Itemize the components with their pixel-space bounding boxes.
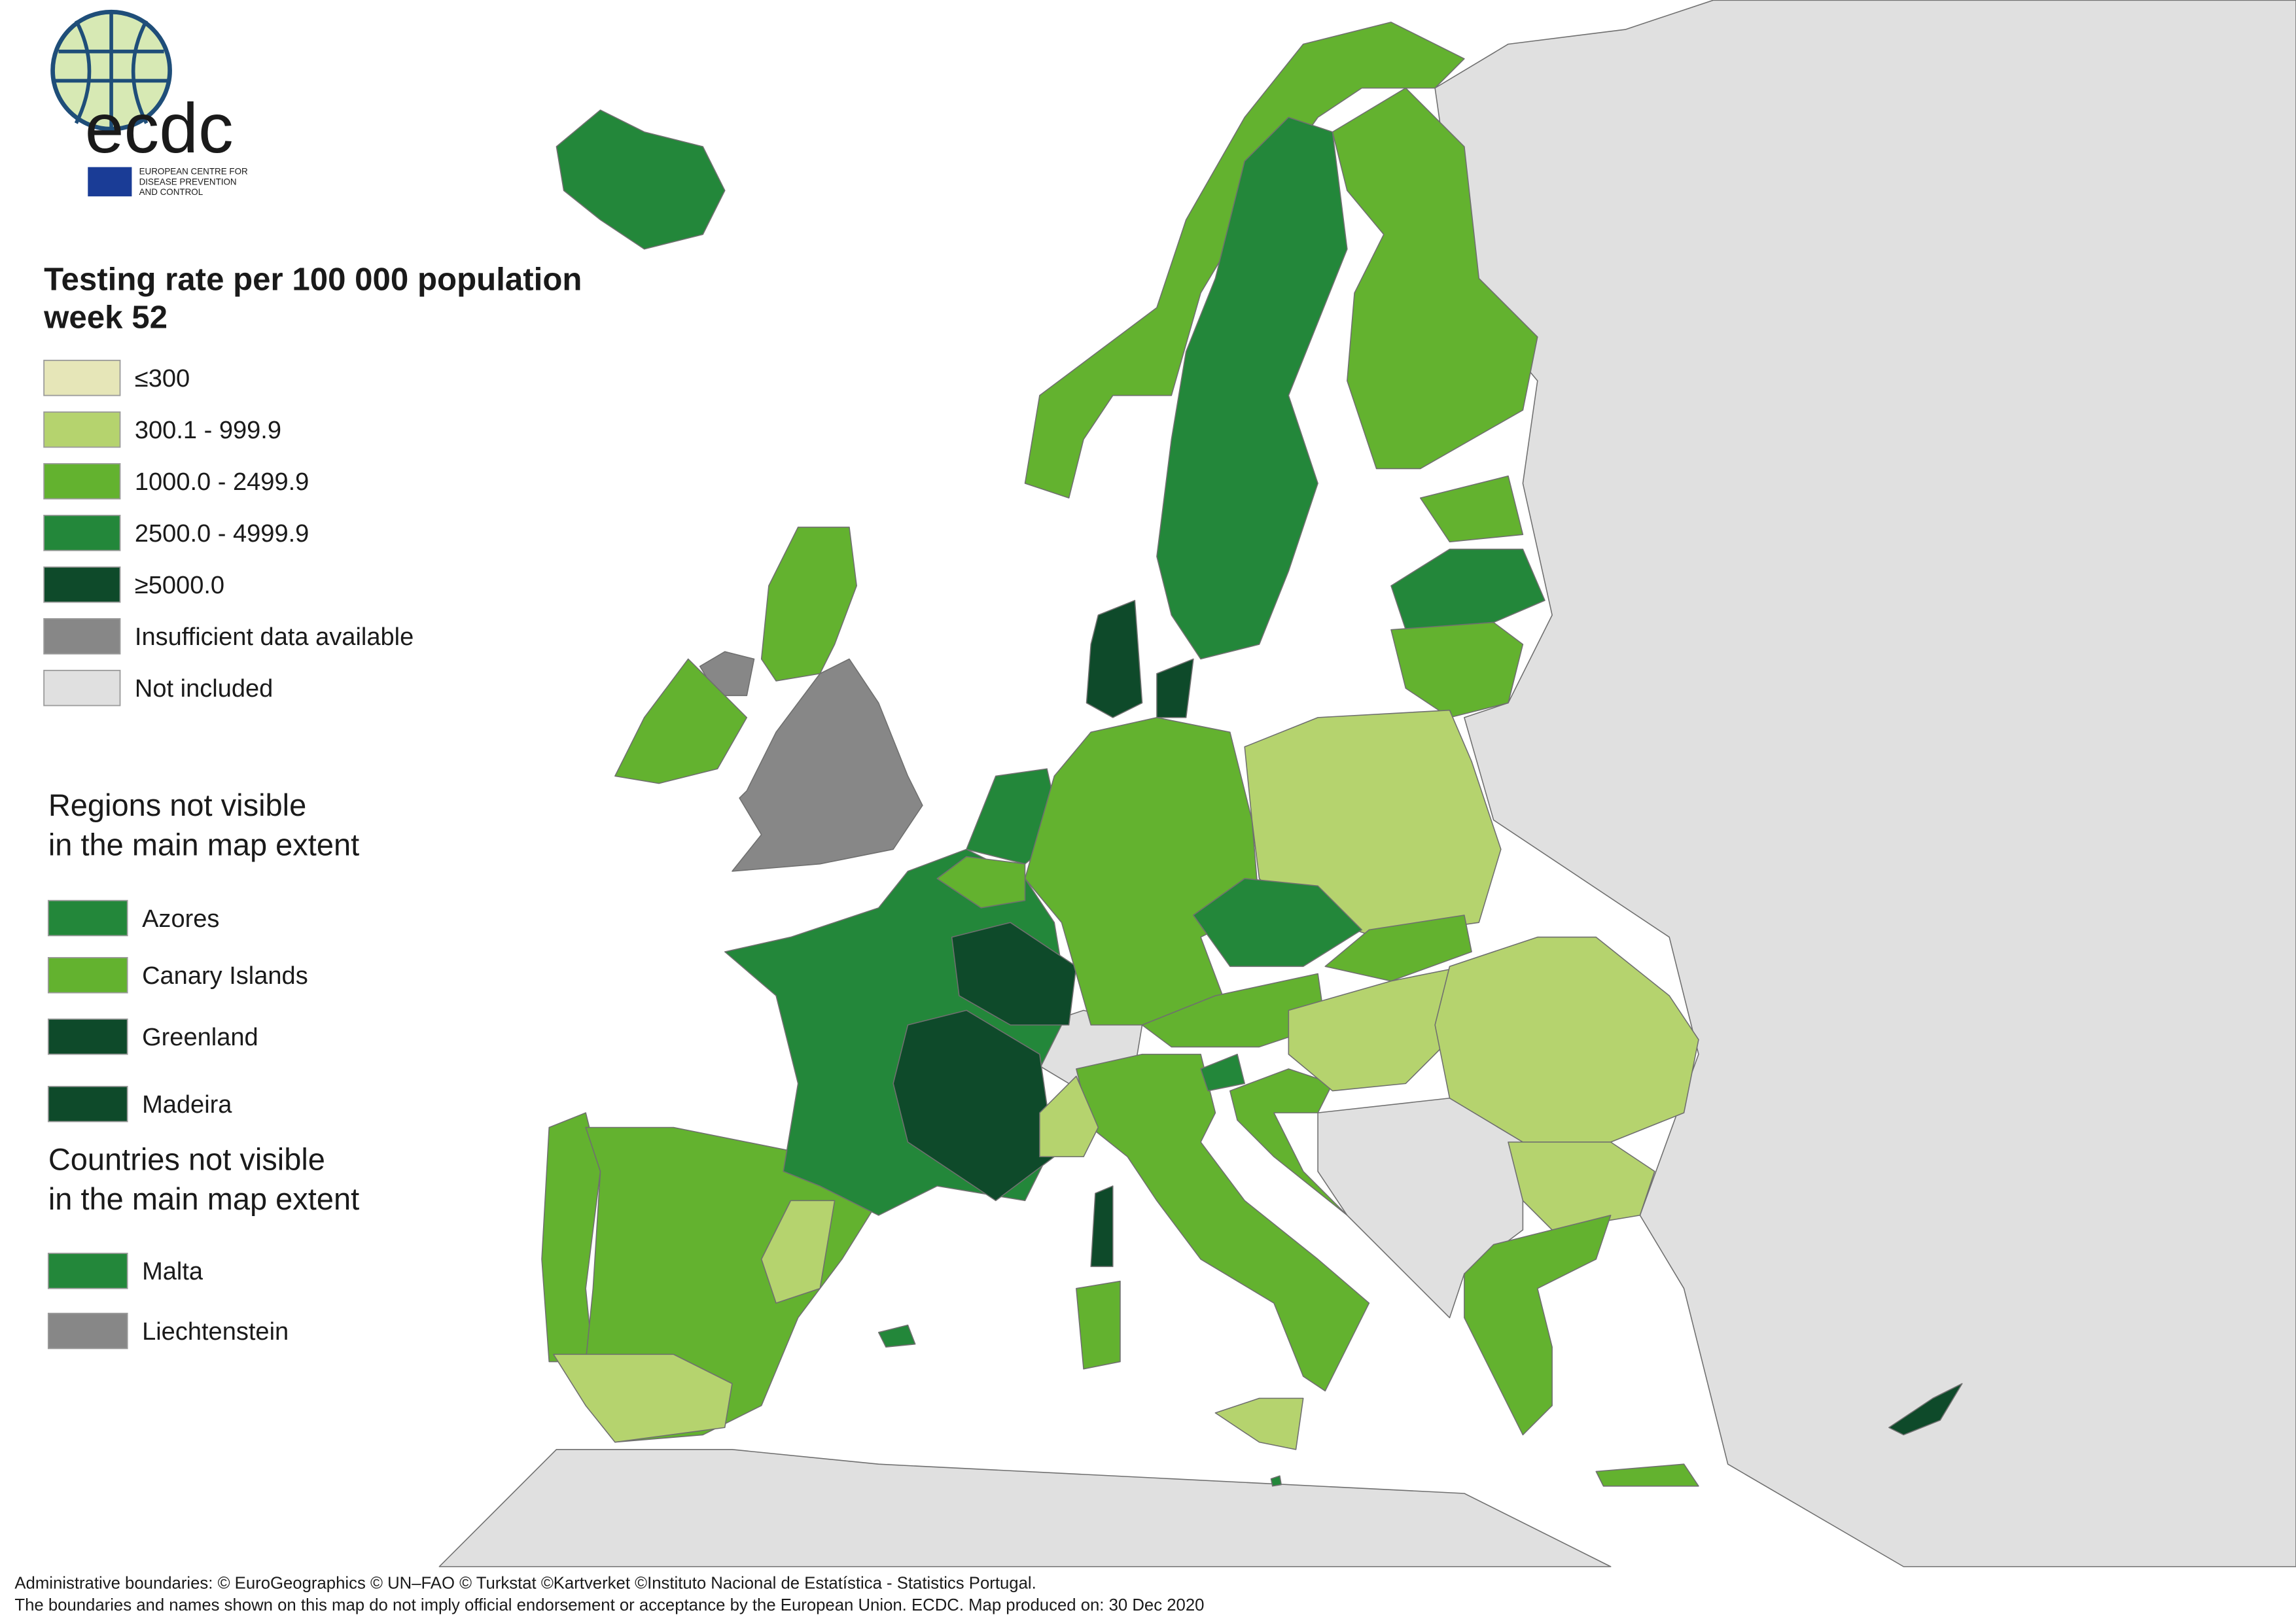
- legend-swatch: [43, 462, 121, 500]
- legend-swatch: [47, 899, 128, 937]
- countries-legend: Malta Liechtenstein: [47, 1253, 289, 1350]
- legend-swatch: [47, 1312, 128, 1350]
- norway: [1024, 22, 1465, 498]
- balearic-islands: [877, 1324, 916, 1348]
- spain-region: [760, 1200, 836, 1304]
- legend-label: Azores: [142, 905, 219, 933]
- spain-region: [553, 1353, 733, 1443]
- ireland: [614, 658, 748, 784]
- section-title: in the main map extent: [48, 827, 359, 862]
- legend-swatch: [43, 669, 121, 706]
- section-title: in the main map extent: [48, 1181, 359, 1216]
- sicily: [1214, 1397, 1304, 1450]
- crete: [1595, 1463, 1699, 1487]
- legend-swatch: [43, 566, 121, 603]
- logo-grid: [52, 12, 170, 130]
- legend-label: Malta: [142, 1258, 203, 1285]
- croatia: [1229, 1068, 1348, 1216]
- romania: [1434, 936, 1699, 1143]
- cyprus: [1888, 1383, 1963, 1436]
- scotland: [760, 527, 857, 682]
- legend-title: Testing rate per 100 000 population: [44, 261, 582, 297]
- logo-name: AND CONTROL: [139, 187, 203, 197]
- slovakia: [1324, 915, 1472, 982]
- footer-text: Administrative boundaries: © EuroGeograp…: [14, 1574, 1036, 1592]
- not-included-land: [438, 1449, 1612, 1567]
- section-title: Regions not visible: [48, 788, 306, 822]
- legend-label: ≥5000.0: [135, 572, 224, 599]
- legend-label: 1000.0 - 2499.9: [135, 468, 309, 496]
- legend-swatch: [43, 618, 121, 655]
- greece: [1464, 1214, 1612, 1436]
- legend-swatch: [43, 411, 121, 448]
- logo-name: EUROPEAN CENTRE FOR: [139, 167, 248, 177]
- italy-region: [1039, 1075, 1099, 1158]
- logo-acronym: ecdc: [85, 89, 234, 167]
- legend-label: Insufficient data available: [135, 623, 414, 651]
- france-region: [892, 1009, 1055, 1202]
- legend-label: 2500.0 - 4999.9: [135, 520, 309, 548]
- iceland: [556, 109, 726, 250]
- legend-swatch: [47, 957, 128, 994]
- czechia: [1193, 878, 1363, 967]
- united-kingdom: [732, 658, 923, 872]
- legend-swatch: [47, 1019, 128, 1055]
- corsica: [1090, 1185, 1114, 1267]
- finland: [1332, 87, 1538, 470]
- hungary: [1288, 966, 1465, 1092]
- section-title: Countries not visible: [48, 1142, 325, 1176]
- legend-label: Canary Islands: [142, 962, 308, 990]
- france-region: [951, 922, 1077, 1026]
- footer-text: The boundaries and names shown on this m…: [14, 1596, 1204, 1614]
- legend-swatch: [47, 1253, 128, 1289]
- legend-swatch: [43, 359, 121, 396]
- legend-title: week 52: [43, 300, 168, 336]
- sardinia: [1076, 1280, 1121, 1370]
- lithuania: [1390, 621, 1524, 718]
- poland: [1244, 709, 1502, 938]
- bulgaria: [1508, 1142, 1655, 1230]
- malta: [1270, 1475, 1282, 1487]
- map-shapes: [438, 0, 2296, 1567]
- italy: [1076, 1053, 1370, 1392]
- regions-legend: Azores Canary Islands Greenland Madeira: [47, 899, 308, 1123]
- legend-label: ≤300: [135, 365, 190, 392]
- sweden: [1156, 116, 1348, 660]
- slovenia: [1200, 1053, 1245, 1092]
- legend: ≤300 300.1 - 999.9 1000.0 - 2499.9 2500.0 -…: [43, 359, 414, 706]
- logo: ecdc EUROPEAN CENTRE FOR DISEASE PREVENT…: [50, 9, 248, 197]
- legend-label: Greenland: [142, 1024, 258, 1051]
- denmark: [1086, 600, 1143, 718]
- logo-name: DISEASE PREVENTION: [139, 177, 237, 186]
- legend-label: Liechtenstein: [142, 1318, 289, 1346]
- belgium: [936, 856, 1026, 909]
- legend-label: Not included: [135, 675, 273, 703]
- eu-flag: [88, 167, 132, 197]
- legend-label: Madeira: [142, 1091, 232, 1119]
- legend-swatch: [47, 1085, 128, 1123]
- denmark: [1156, 658, 1194, 718]
- legend-swatch: [43, 514, 121, 551]
- legend-label: 300.1 - 999.9: [135, 417, 281, 444]
- estonia: [1419, 475, 1524, 543]
